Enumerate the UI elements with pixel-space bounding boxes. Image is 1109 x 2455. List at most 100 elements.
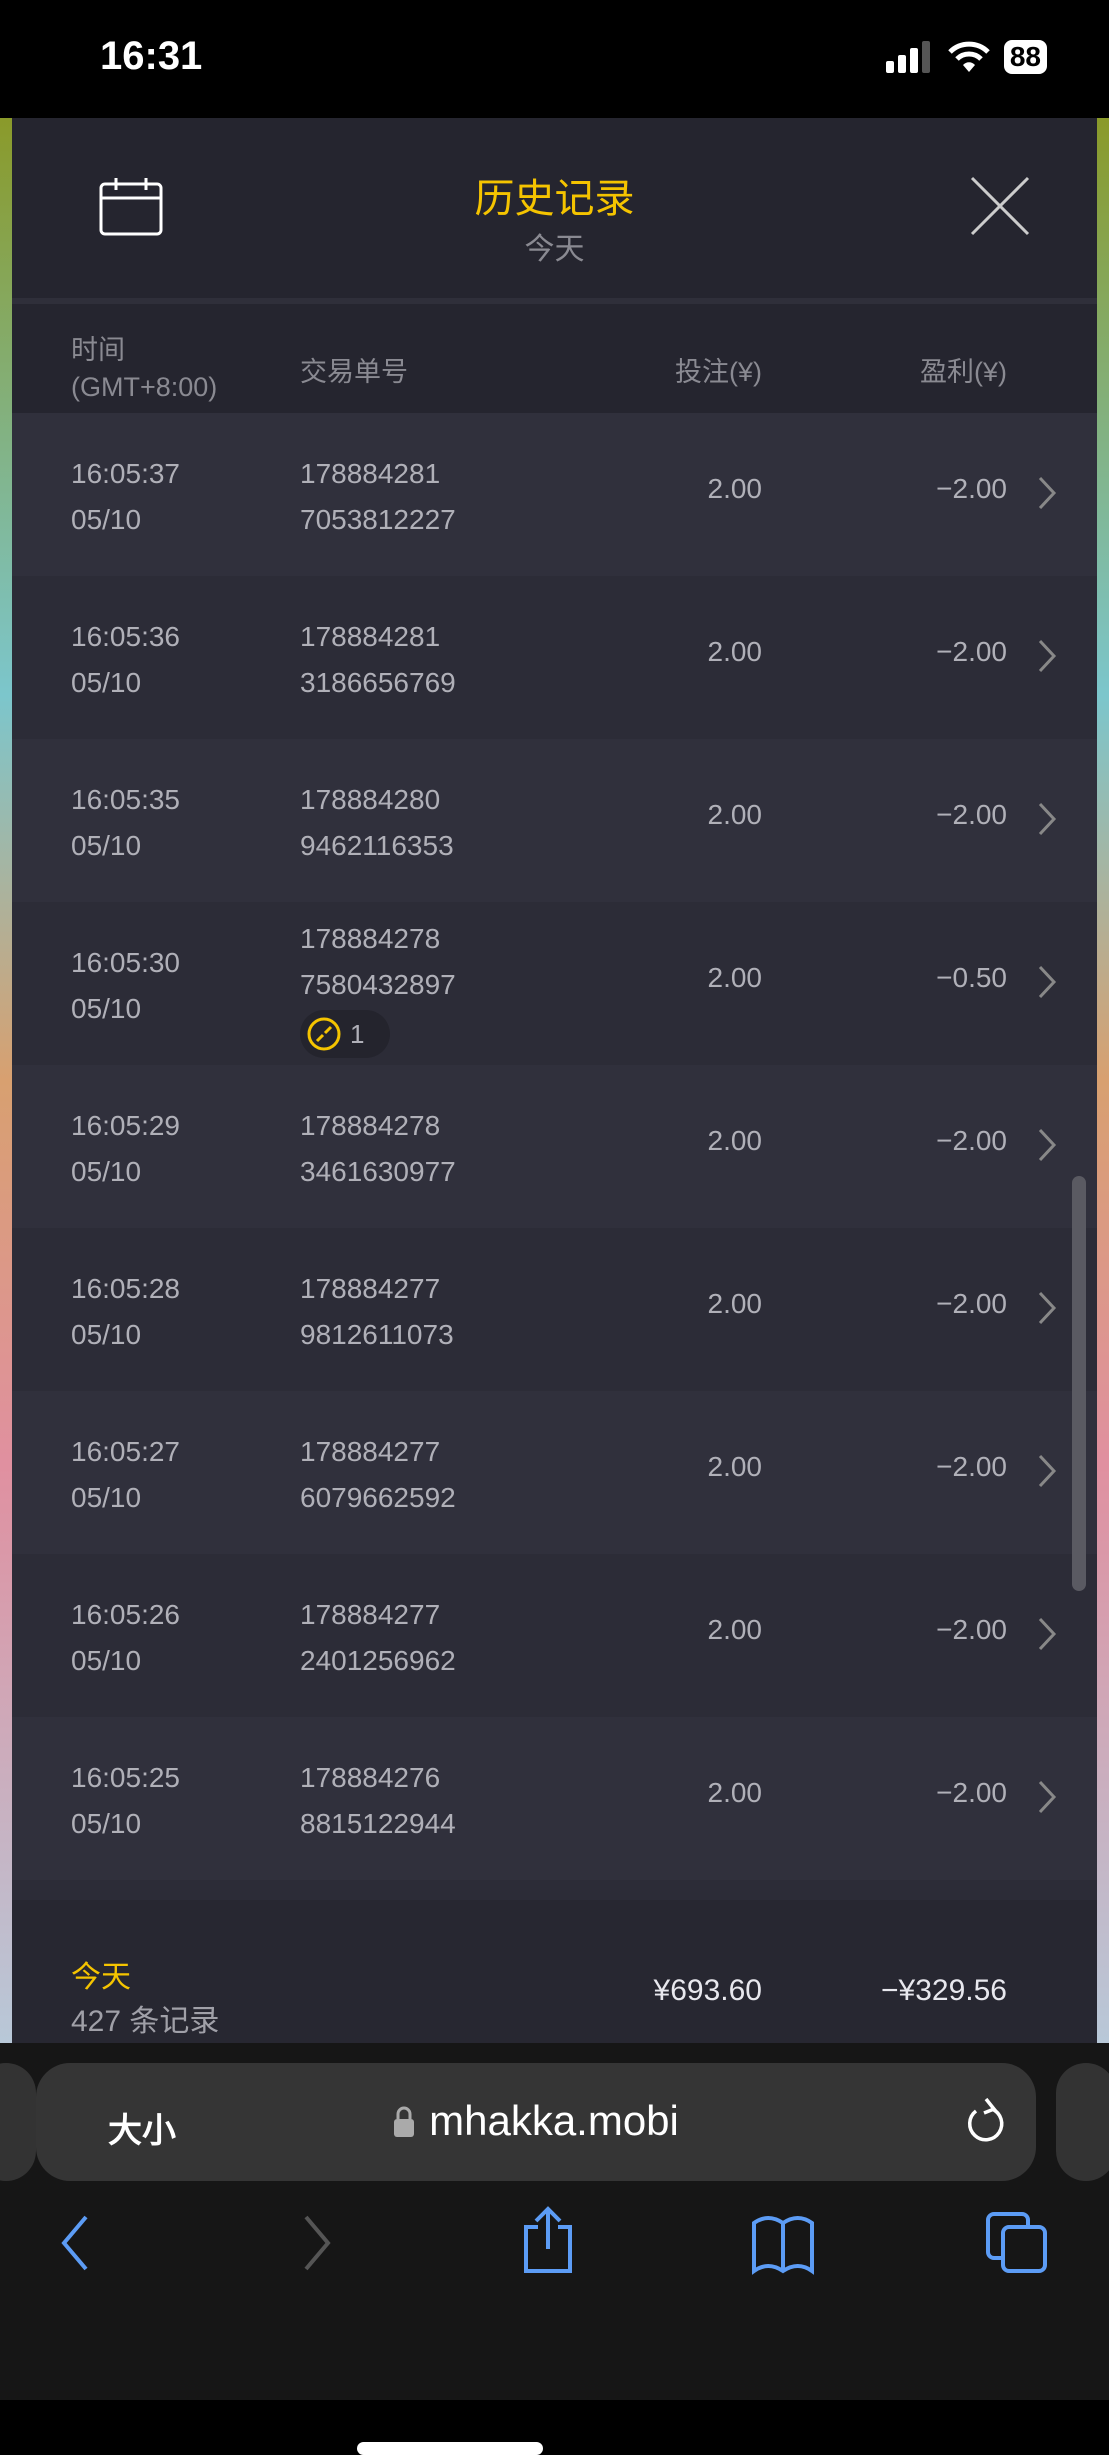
table-header: 时间 (GMT+8:00) 交易单号 投注(¥) 盈利(¥) (12, 304, 1097, 413)
lock-icon (394, 2106, 415, 2137)
row-time: 16:05:29 05/10 (71, 1103, 180, 1195)
col-profit: 盈利(¥) (920, 357, 1007, 387)
next-tab-preview[interactable] (1056, 2063, 1109, 2181)
table-row[interactable]: 16:05:28 05/10 178884277 9812611073 2.00 −… (12, 1228, 1097, 1391)
history-list: 16:05:37 05/10 178884281 7053812227 2.00 −… (12, 413, 1097, 2043)
table-row[interactable]: 16:05:35 05/10 178884280 9462116353 2.00 −… (12, 739, 1097, 902)
row-profit: −2.00 (936, 473, 1007, 504)
forward-icon[interactable] (302, 2215, 332, 2271)
row-order-id: 178884281 3186656769 (300, 614, 456, 706)
row-bet: 2.00 (707, 962, 763, 993)
chevron-right-icon[interactable] (1037, 1290, 1057, 1326)
row-profit: −2.00 (936, 1451, 1007, 1482)
row-order-id: 178884278 7580432897 1 (300, 916, 456, 1066)
table-row[interactable]: 16:05:29 05/10 178884278 3461630977 2.00 −… (12, 1065, 1097, 1228)
chevron-right-icon[interactable] (1037, 1453, 1057, 1489)
table-row[interactable]: 16:05:26 05/10 178884277 2401256962 2.00 −… (12, 1554, 1097, 1717)
order-id-part2: 3186656769 (300, 667, 456, 698)
share-icon[interactable] (520, 2205, 576, 2275)
coin-icon (307, 1017, 341, 1051)
order-id-part1: 178884277 (300, 1599, 441, 1630)
signal-icon (885, 41, 930, 73)
row-order-id: 178884277 2401256962 (300, 1592, 456, 1684)
battery-icon: 88 (1003, 40, 1047, 74)
col-order-id: 交易单号 (300, 357, 408, 387)
bookmarks-icon[interactable] (750, 2215, 816, 2275)
date-filter-label[interactable]: 今天 (524, 233, 585, 266)
row-bet: 2.00 (707, 1614, 763, 1645)
date-text: 05/10 (71, 993, 142, 1024)
row-profit: −2.00 (936, 1777, 1007, 1808)
total-profit: −¥329.56 (881, 1974, 1007, 2007)
background-edge (0, 118, 12, 2043)
time-text: 16:05:30 (71, 947, 180, 978)
history-panel: 历史记录 今天 时间 (GMT+8:00) 交易单号 投注(¥) 盈利(¥) 1… (12, 118, 1097, 2043)
order-id-part2: 8815122944 (300, 1808, 456, 1839)
date-text: 05/10 (71, 830, 142, 861)
table-row[interactable]: 16:05:37 05/10 178884281 7053812227 2.00 −… (12, 413, 1097, 576)
status-bar: 16:31 88 (0, 0, 1109, 118)
order-id-part1: 178884277 (300, 1436, 441, 1467)
table-row[interactable]: 16:05:25 05/10 178884276 8815122944 2.00 −… (12, 1717, 1097, 1880)
time-text: 16:05:35 (71, 784, 180, 815)
order-id-part1: 178884278 (300, 1110, 441, 1141)
table-row[interactable]: 16:05:36 05/10 178884281 3186656769 2.00 −… (12, 576, 1097, 739)
row-order-id: 178884276 8815122944 (300, 1755, 456, 1847)
wifi-icon (948, 41, 990, 72)
reload-icon[interactable] (962, 2095, 1006, 2147)
time-text: 16:05:29 (71, 1110, 180, 1141)
order-id-part1: 178884276 (300, 1762, 441, 1793)
tabs-icon[interactable] (985, 2211, 1049, 2275)
summary-period: 今天 (71, 1961, 131, 1994)
date-text: 05/10 (71, 1808, 142, 1839)
row-profit: −0.50 (936, 962, 1007, 993)
row-time: 16:05:35 05/10 (71, 777, 180, 869)
row-time: 16:05:26 05/10 (71, 1592, 180, 1684)
date-text: 05/10 (71, 1645, 142, 1676)
row-order-id: 178884281 7053812227 (300, 451, 456, 543)
free-spin-badge: 1 (300, 1010, 391, 1058)
row-time: 16:05:28 05/10 (71, 1266, 180, 1358)
chevron-right-icon[interactable] (1037, 475, 1057, 511)
close-icon[interactable] (970, 176, 1030, 236)
browser-toolbar: 大小 mhakka.mobi (0, 2043, 1109, 2400)
divider (12, 298, 1097, 304)
chevron-right-icon[interactable] (1037, 1616, 1057, 1652)
text-size-button[interactable]: 大小 (108, 2112, 176, 2150)
row-time: 16:05:37 05/10 (71, 451, 180, 543)
table-row[interactable]: 16:05:27 05/10 178884277 6079662592 2.00 −… (12, 1391, 1097, 1554)
address-bar[interactable]: 大小 mhakka.mobi (36, 2063, 1036, 2181)
prev-tab-preview[interactable] (0, 2063, 36, 2181)
home-indicator[interactable] (357, 2442, 543, 2455)
order-id-part2: 9462116353 (300, 830, 454, 861)
row-time: 16:05:25 05/10 (71, 1755, 180, 1847)
order-id-part1: 178884281 (300, 621, 441, 652)
scrollbar[interactable] (1072, 1176, 1086, 1591)
calendar-icon[interactable] (98, 176, 164, 236)
chevron-right-icon[interactable] (1037, 1779, 1057, 1815)
time-text: 16:05:26 (71, 1599, 180, 1630)
order-id-part1: 178884281 (300, 458, 441, 489)
back-icon[interactable] (60, 2215, 90, 2271)
summary-footer: 今天 427 条记录 ¥693.60 −¥329.56 (12, 1900, 1097, 2043)
order-id-part1: 178884277 (300, 1273, 441, 1304)
url-domain: mhakka.mobi (429, 2097, 679, 2144)
status-time: 16:31 (100, 34, 203, 78)
row-profit: −2.00 (936, 1614, 1007, 1645)
row-profit: −2.00 (936, 799, 1007, 830)
row-bet: 2.00 (707, 1125, 763, 1156)
order-id-part2: 7580432897 (300, 969, 456, 1000)
chevron-right-icon[interactable] (1037, 801, 1057, 837)
date-text: 05/10 (71, 1319, 142, 1350)
chevron-right-icon[interactable] (1037, 638, 1057, 674)
row-order-id: 178884277 6079662592 (300, 1429, 456, 1521)
table-row[interactable]: 16:05:30 05/10 178884278 7580432897 1 2.00 … (12, 902, 1097, 1065)
time-text: 16:05:37 (71, 458, 180, 489)
header: 历史记录 今天 (12, 118, 1097, 298)
chevron-right-icon[interactable] (1037, 964, 1057, 1000)
chevron-right-icon[interactable] (1037, 1127, 1057, 1163)
date-text: 05/10 (71, 1156, 142, 1187)
background-edge (1097, 118, 1109, 2043)
col-timezone: (GMT+8:00) (71, 372, 218, 402)
date-text: 05/10 (71, 667, 142, 698)
